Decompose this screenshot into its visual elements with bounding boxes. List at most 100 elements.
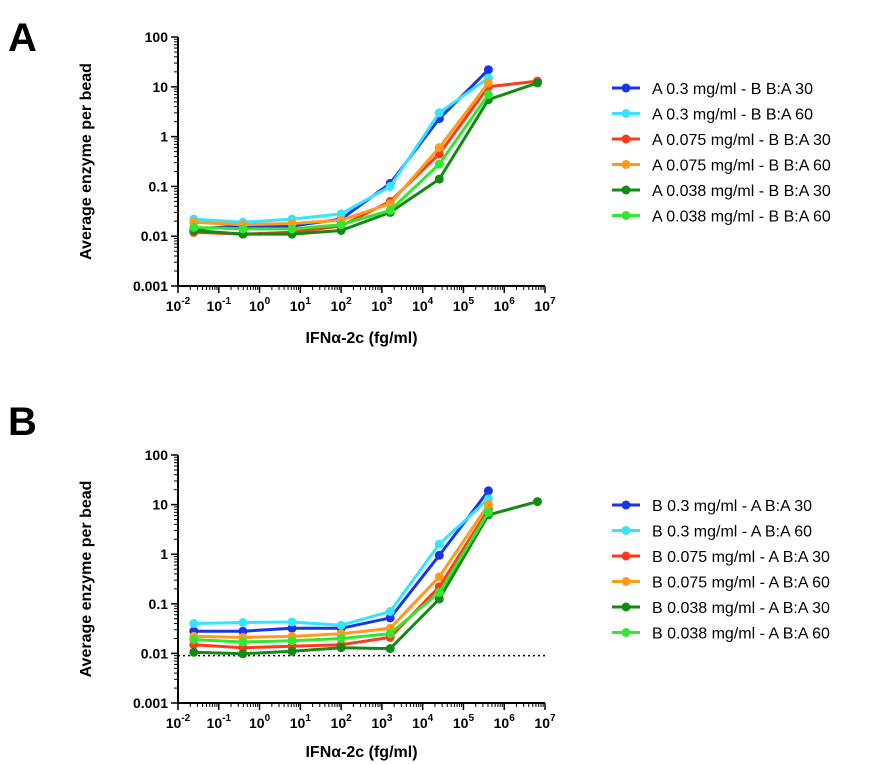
legend-item: B 0.038 mg/ml - A B:A 60: [612, 626, 830, 643]
legend-label: B 0.3 mg/ml - A B:A 30: [652, 498, 812, 515]
data-point: [336, 209, 346, 219]
legend-marker: [621, 526, 631, 535]
data-point: [434, 159, 444, 169]
x-axis-title: IFNα-2c (fg/ml): [305, 330, 417, 347]
legend-marker: [621, 551, 631, 561]
series-line: [193, 489, 490, 633]
series-line: [193, 81, 490, 227]
x-tick-label: 105: [453, 296, 475, 314]
series-1: [189, 65, 493, 234]
legend-label: B 0.3 mg/ml - A B:A 60: [652, 524, 812, 541]
legend-item: A 0.038 mg/ml - B B:A 60: [612, 209, 831, 226]
legend-marker: [621, 577, 631, 586]
data-point: [434, 108, 444, 118]
x-tick-label: 101: [290, 296, 312, 314]
y-tick-label: 100: [145, 29, 169, 45]
x-tick-label: 104: [412, 713, 434, 731]
y-tick-label: 10: [152, 497, 168, 513]
x-tick-label: 10-2: [166, 713, 191, 731]
x-tick-label: 103: [371, 296, 393, 314]
legend-item: A 0.075 mg/ml - B B:A 60: [612, 158, 831, 175]
x-tick-label: 103: [371, 713, 393, 731]
x-tick-label: 107: [534, 296, 556, 314]
y-tick-label: 0.001: [133, 695, 168, 711]
legend-label: A 0.038 mg/ml - B B:A 60: [652, 209, 831, 226]
data-point: [533, 78, 542, 88]
y-axis-title: Average enzyme per bead: [78, 63, 95, 260]
data-point: [533, 497, 542, 507]
data-point: [238, 637, 248, 647]
data-point: [385, 205, 395, 215]
legend-item: B 0.075 mg/ml - A B:A 30: [612, 549, 830, 566]
y-tick-label: 1: [160, 546, 168, 562]
legend: A 0.3 mg/ml - B B:A 30 A 0.3 mg/ml - B B:…: [612, 81, 831, 226]
series-line: [193, 81, 538, 236]
legend-item: B 0.3 mg/ml - A B:A 60: [612, 524, 812, 541]
series-5: [189, 497, 542, 659]
data-point: [385, 644, 395, 654]
legend-label: B 0.038 mg/ml - A B:A 60: [652, 626, 830, 643]
legend-label: B 0.075 mg/ml - A B:A 30: [652, 549, 830, 566]
data-point: [287, 617, 297, 627]
legend: B 0.3 mg/ml - A B:A 30 B 0.3 mg/ml - A B:…: [612, 498, 830, 643]
x-tick-label: 10-1: [207, 713, 232, 731]
data-point: [434, 587, 444, 597]
data-point: [434, 174, 444, 184]
data-point: [483, 507, 493, 517]
data-point: [189, 222, 199, 232]
y-tick-label: 0.1: [149, 596, 169, 612]
data-point: [434, 550, 444, 560]
x-tick-label: 10-1: [207, 296, 232, 314]
data-point: [385, 607, 395, 616]
data-point: [336, 220, 346, 230]
data-point: [385, 199, 395, 209]
x-axis-title: IFNα-2c (fg/ml): [305, 744, 417, 761]
data-point: [483, 65, 493, 75]
data-point: [385, 613, 395, 623]
data-point: [238, 649, 248, 659]
series-2: [189, 494, 493, 630]
x-tick-label: 104: [412, 296, 434, 314]
data-point: [336, 643, 346, 653]
data-point: [238, 626, 248, 636]
legend-marker: [621, 109, 631, 118]
chart-panel-b: 0.001 0.01 0.1 1 10 100 10-2 10-1 100 101 102 103 10…: [78, 447, 830, 761]
series-4: [189, 500, 493, 642]
legend-label: A 0.3 mg/ml - B B:A 60: [652, 107, 813, 124]
data-point: [385, 181, 395, 191]
y-tick-label: 0.001: [133, 278, 168, 294]
series-line: [193, 497, 490, 627]
panel-letter-a: A: [8, 16, 37, 60]
legend-label: A 0.075 mg/ml - B B:A 30: [652, 132, 831, 149]
series-1: [189, 486, 493, 636]
data-point: [287, 636, 297, 646]
y-tick-label: 10: [152, 79, 168, 95]
x-tick-label: 102: [331, 713, 353, 731]
legend-item: A 0.038 mg/ml - B B:A 30: [612, 183, 831, 200]
data-point: [336, 634, 346, 643]
data-point: [287, 623, 297, 633]
x-tick-label: 100: [249, 296, 271, 314]
legend-label: A 0.038 mg/ml - B B:A 30: [652, 183, 831, 200]
x-tick-label: 100: [249, 713, 271, 731]
legend-marker: [621, 500, 631, 510]
data-point: [238, 618, 248, 627]
series-line: [193, 76, 490, 224]
data-point: [434, 539, 444, 549]
series-line: [193, 503, 490, 639]
data-point: [287, 224, 297, 234]
legend-item: A 0.3 mg/ml - B B:A 60: [612, 107, 813, 124]
legend-marker: [621, 602, 631, 612]
data-point: [238, 224, 248, 234]
chart-panel-a: 0.001 0.01 0.1 1 10 100 10-2 10-1 100 101 102 103 10…: [78, 29, 831, 347]
data-point: [189, 619, 199, 628]
data-point: [189, 647, 199, 657]
x-tick-label: 107: [534, 713, 556, 731]
data-point: [483, 500, 493, 510]
y-tick-label: 100: [145, 447, 169, 463]
legend-marker: [621, 211, 631, 220]
legend-label: A 0.3 mg/ml - B B:A 30: [652, 81, 813, 98]
x-tick-label: 106: [494, 296, 516, 314]
legend-marker: [621, 160, 631, 169]
